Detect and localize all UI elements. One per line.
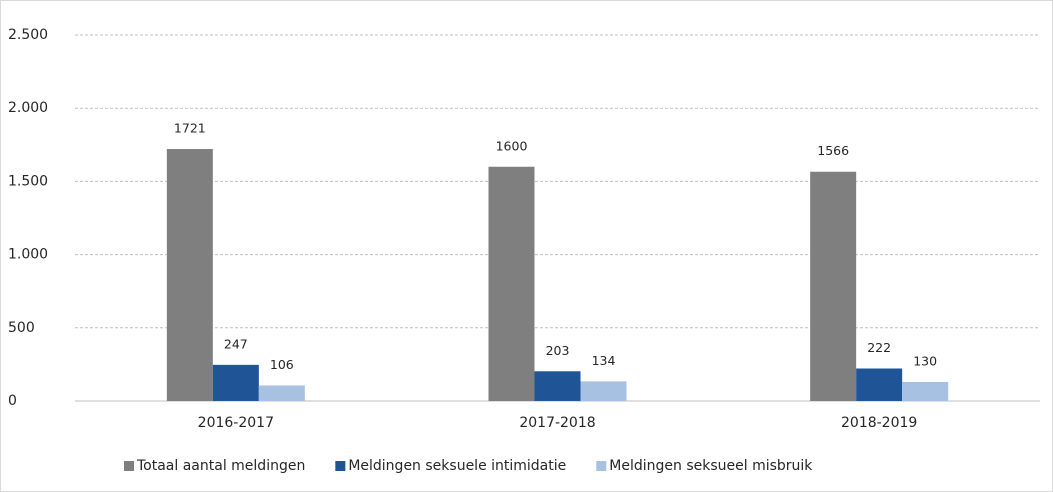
x-tick-label: 2017-2018 [519,415,595,431]
y-tick-label: 2.500 [8,27,48,43]
y-tick-label: 500 [8,320,35,336]
y-tick-label: 2.000 [8,100,48,116]
data-label: 222 [867,340,891,355]
y-tick-label: 0 [8,393,17,409]
legend-swatch [124,461,134,471]
data-label: 106 [270,357,294,372]
bar [580,381,627,401]
data-label: 130 [913,353,937,368]
bar [212,364,259,401]
data-label: 1566 [817,143,849,158]
legend-label: Meldingen seksuele intimidatie [348,458,566,474]
bar [488,166,535,401]
bar [258,385,305,401]
legend-swatch [596,461,607,471]
y-tick-label: 1.000 [8,247,48,263]
legend-swatch [335,461,346,471]
legend-label: Meldingen seksueel misbruik [609,458,813,474]
data-label: 1721 [174,121,206,136]
bar [902,381,949,401]
data-label: 247 [224,336,248,351]
bar [810,171,857,401]
data-label: 134 [592,353,616,368]
x-tick-label: 2016-2017 [198,415,274,431]
y-tick-label: 1.500 [8,173,48,189]
bar [166,149,213,401]
data-label: 203 [546,343,570,358]
bar [534,371,581,401]
data-label: 1600 [496,138,528,153]
legend-label: Totaal aantal meldingen [136,458,305,474]
x-tick-label: 2018-2019 [841,415,917,431]
bar [856,368,903,401]
